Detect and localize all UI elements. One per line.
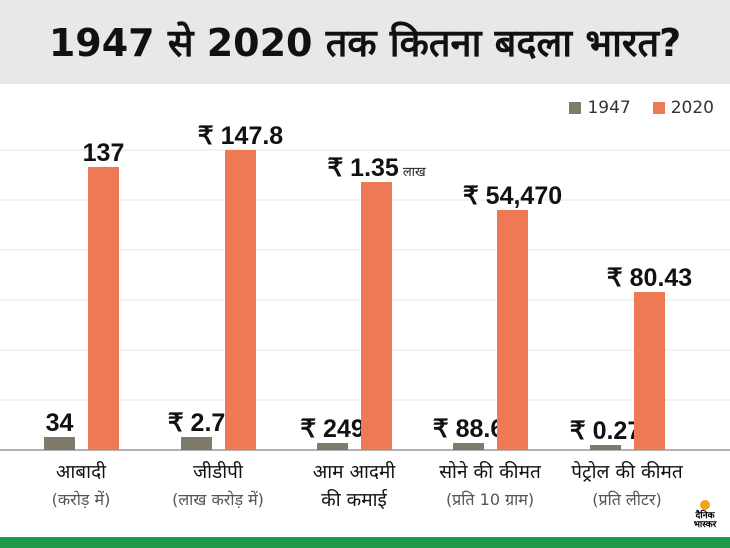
bar-1947	[317, 443, 348, 450]
legend-label: 2020	[670, 98, 714, 118]
data-label: ₹ 0.27	[570, 417, 642, 445]
bar-1947	[44, 437, 75, 450]
legend-item-1947: 1947	[569, 98, 631, 118]
category-name: सोने की कीमत	[439, 461, 541, 483]
category-sub: (लाख करोड़ में)	[172, 490, 264, 509]
category-name: आबादी	[55, 461, 107, 483]
bar-2020	[225, 150, 256, 450]
legend-item-2020: 2020	[652, 98, 714, 118]
data-label: ₹ 147.8	[198, 122, 284, 150]
chart-title: 1947 से 2020 तक कितना बदला भारत?	[48, 21, 682, 65]
bar-2020	[634, 292, 665, 450]
data-label: ₹ 2.7	[168, 409, 226, 437]
bar-1947	[181, 437, 212, 450]
category-label: पेट्रोल की कीमत (प्रति लीटर)	[547, 458, 707, 514]
data-label: 34	[46, 409, 74, 437]
data-label: ₹ 80.43	[607, 264, 692, 292]
data-label: ₹ 1.35	[327, 154, 399, 182]
category-name: जीडीपी	[193, 461, 243, 483]
data-label: ₹ 88.6	[433, 415, 505, 443]
category-label: आम आदमी की कमाई	[274, 458, 434, 514]
legend-label: 1947	[587, 98, 631, 118]
category-name: आम आदमी	[312, 461, 396, 483]
bar-2020	[88, 167, 119, 450]
category-label: सोने की कीमत (प्रति 10 ग्राम)	[410, 458, 570, 514]
category-sub: (प्रति लीटर)	[592, 490, 662, 509]
brand-logo: दैनिक भास्कर	[686, 500, 724, 530]
data-label: ₹ 54,470	[463, 182, 562, 210]
legend-swatch	[569, 102, 582, 114]
bar-1947	[453, 443, 484, 450]
category-label: आबादी (करोड़ में)	[1, 458, 161, 514]
category-sub: (प्रति 10 ग्राम)	[445, 490, 535, 509]
category-sub: की कमाई	[321, 489, 387, 511]
legend-swatch	[652, 102, 665, 114]
category-name: पेट्रोल की कीमत	[571, 461, 683, 483]
brand-text: दैनिक भास्कर	[693, 511, 717, 530]
bar-2020	[497, 210, 528, 450]
footer-band	[0, 537, 730, 548]
data-label: ₹ 249	[300, 415, 365, 443]
category-label: जीडीपी (लाख करोड़ में)	[138, 458, 298, 514]
legend: 1947 2020	[569, 98, 714, 118]
data-label: 137	[83, 139, 125, 167]
bar-2020	[361, 182, 392, 450]
bar-1947	[590, 445, 621, 450]
title-bar: 1947 से 2020 तक कितना बदला भारत?	[0, 0, 730, 84]
category-sub: (करोड़ में)	[51, 490, 111, 509]
unit-label: लाख	[403, 165, 426, 180]
